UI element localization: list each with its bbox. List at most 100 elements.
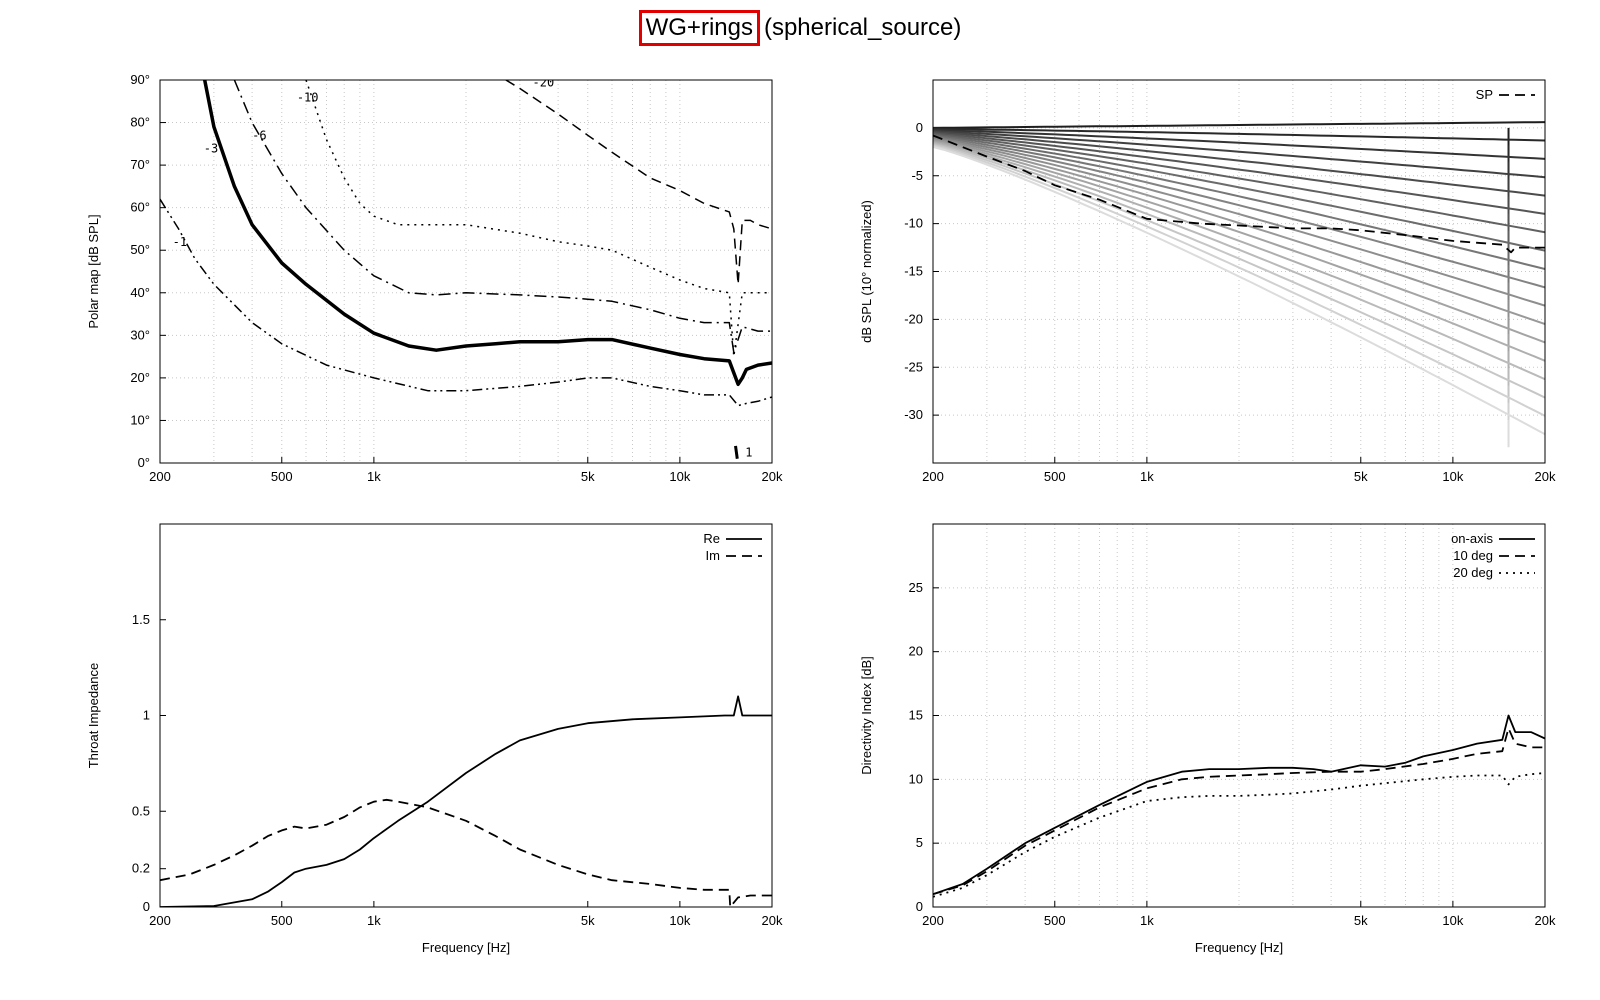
y-tick-label: -10 xyxy=(904,216,923,231)
family-curve xyxy=(933,140,1545,344)
y-axis-label: dB SPL (10° normalized) xyxy=(859,200,874,343)
x-tick-label: 1k xyxy=(367,913,381,928)
contour-label: -3 xyxy=(204,141,218,155)
legend-label: Re xyxy=(703,531,720,546)
family-curve xyxy=(933,121,1545,129)
contour-label: -20 xyxy=(533,75,555,89)
family-curve xyxy=(933,138,1545,307)
plot-frame xyxy=(932,523,1546,908)
family-curve xyxy=(933,132,1545,215)
y-tick-label: 1.5 xyxy=(132,612,150,627)
y-axis-label: Throat Impedance xyxy=(86,663,101,769)
y-tick-label: 0° xyxy=(138,455,150,470)
y-tick-label: 0 xyxy=(916,120,923,135)
x-axis-label: Frequency [Hz] xyxy=(422,940,510,955)
family-curve xyxy=(933,146,1545,436)
family-curve xyxy=(933,144,1545,417)
contour-label: 1 xyxy=(745,446,752,460)
y-tick-label: 0.2 xyxy=(132,861,150,876)
y-tick-label: 0 xyxy=(143,899,150,914)
contour-label: -10 xyxy=(297,90,319,104)
family-curve xyxy=(933,139,1545,326)
x-tick-label: 20k xyxy=(762,469,783,484)
title-highlight: WG+rings xyxy=(638,10,760,46)
x-tick-label: 20k xyxy=(1535,469,1556,484)
series-line xyxy=(233,80,772,354)
x-tick-label: 500 xyxy=(271,469,293,484)
y-tick-label: 90° xyxy=(130,72,150,87)
throat-impedance-chart: 200 500 1k 5k 10k 20k 0 0.2 0.5 1 1.5 Throat Impeda… xyxy=(86,523,783,955)
series-line xyxy=(160,695,772,907)
family-curve xyxy=(933,141,1545,362)
series-line xyxy=(933,727,1545,896)
x-tick-label: 500 xyxy=(1044,469,1066,484)
plot-area xyxy=(933,121,1545,448)
x-axis-label: Frequency [Hz] xyxy=(1195,940,1283,955)
x-tick-label: 1k xyxy=(367,469,381,484)
y-tick-label: 60° xyxy=(130,200,150,215)
y-tick-label: 5 xyxy=(916,835,923,850)
x-tick-label: 5k xyxy=(1354,469,1368,484)
x-tick-label: 200 xyxy=(149,469,171,484)
normalized-spl-chart: 200 500 1k 5k 10k 20k 0 -5 -10 -15 -20 -25 -30 dB SPL… xyxy=(859,79,1556,484)
plot-area: -1 -3 -6 -10 -20 1 xyxy=(160,75,772,460)
legend-label: SP xyxy=(1476,87,1493,102)
y-axis-label: Polar map [dB SPL] xyxy=(86,214,101,328)
legend-label: Im xyxy=(706,548,720,563)
plot-frame xyxy=(932,79,1546,464)
y-tick-label: -15 xyxy=(904,264,923,279)
plot-frame xyxy=(159,79,773,464)
legend-label: 10 deg xyxy=(1453,548,1493,563)
y-tick-label: 0.5 xyxy=(132,803,150,818)
directivity-index-chart: 200 500 1k 5k 10k 20k 0 5 10 15 20 25 Directivity In… xyxy=(859,523,1556,955)
contour-label: -1 xyxy=(173,235,187,249)
family-curve xyxy=(933,133,1545,234)
plot-frame xyxy=(159,523,773,908)
x-tick-label: 20k xyxy=(762,913,783,928)
y-tick-label: 40° xyxy=(130,285,150,300)
contour-fragment xyxy=(734,445,739,459)
y-tick-label: -25 xyxy=(904,359,923,374)
y-tick-label: -30 xyxy=(904,407,923,422)
y-tick-label: 80° xyxy=(130,115,150,130)
series-line xyxy=(505,80,772,286)
y-tick-label: 20 xyxy=(909,644,923,659)
x-tick-label: 10k xyxy=(669,913,690,928)
x-tick-label: 200 xyxy=(922,469,944,484)
y-tick-label: 1 xyxy=(143,708,150,723)
x-tick-label: 200 xyxy=(922,913,944,928)
family-curve xyxy=(933,143,1545,399)
y-tick-label: -5 xyxy=(911,168,923,183)
y-tick-label: 30° xyxy=(130,327,150,342)
series-line xyxy=(933,714,1545,896)
x-tick-label: 1k xyxy=(1140,469,1154,484)
plot-area xyxy=(933,714,1545,898)
y-tick-label: 20° xyxy=(130,370,150,385)
series-line xyxy=(305,80,772,358)
y-axis-label: Directivity Index [dB] xyxy=(859,656,874,775)
y-tick-label: -20 xyxy=(904,311,923,326)
legend-label: on-axis xyxy=(1451,531,1493,546)
legend-label: 20 deg xyxy=(1453,565,1493,580)
plot-area xyxy=(160,695,772,907)
series-line xyxy=(933,772,1545,898)
figure-title: WG+rings (spherical_source) xyxy=(0,10,1600,46)
family-curve xyxy=(933,137,1545,289)
x-tick-label: 10k xyxy=(1442,469,1463,484)
polar-map-chart: 200 500 1k 5k 10k 20k 0° 10° 20° 30° 40° 50° 60° 70° 8… xyxy=(86,72,783,484)
y-tick-label: 25 xyxy=(909,580,923,595)
y-tick-label: 10° xyxy=(130,412,150,427)
family-curve xyxy=(933,131,1545,197)
family-curve xyxy=(933,142,1545,381)
y-tick-label: 50° xyxy=(130,242,150,257)
x-tick-label: 500 xyxy=(271,913,293,928)
x-tick-label: 5k xyxy=(581,913,595,928)
series-line xyxy=(160,798,772,907)
x-tick-label: 5k xyxy=(1354,913,1368,928)
x-tick-label: 1k xyxy=(1140,913,1154,928)
series-line xyxy=(202,80,772,387)
series-line xyxy=(160,198,772,407)
y-tick-label: 0 xyxy=(916,899,923,914)
y-tick-label: 15 xyxy=(909,708,923,723)
